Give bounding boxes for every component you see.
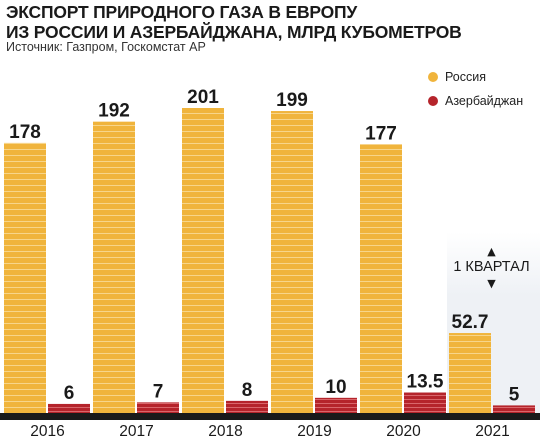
bar-russia-2019 — [271, 111, 313, 414]
x-tick-label-2021: 2021 — [475, 423, 509, 437]
chart-title: ЭКСПОРТ ПРИРОДНОГО ГАЗА В ЕВРОПУ ИЗ РОСС… — [6, 2, 462, 42]
annotation-arrow-up-icon: ▲ — [487, 245, 496, 258]
x-tick-label-2019: 2019 — [297, 423, 331, 437]
value-label-russia-2018: 201 — [187, 87, 219, 108]
bar-russia-2016 — [4, 142, 46, 413]
chart-title-line-2: ИЗ РОССИИ И АЗЕРБАЙДЖАНА, МЛРД КУБОМЕТРО… — [6, 22, 462, 42]
value-label-azerbaijan-2019: 10 — [325, 377, 346, 398]
value-label-russia-2020: 177 — [365, 123, 397, 144]
value-label-russia-2019: 199 — [276, 90, 308, 111]
x-tick-label-2020: 2020 — [386, 423, 421, 437]
legend-item-azerbaijan: Азербайджан — [428, 94, 523, 108]
bar-azerbaijan-2017 — [137, 402, 179, 413]
annotation-label: 1 КВАРТАЛ — [453, 259, 529, 275]
x-tick-label-2017: 2017 — [119, 423, 153, 437]
x-tick-label-2018: 2018 — [208, 423, 242, 437]
chart-title-line-1: ЭКСПОРТ ПРИРОДНОГО ГАЗА В ЕВРОПУ — [6, 2, 358, 22]
value-label-azerbaijan-2017: 7 — [153, 381, 164, 402]
value-label-azerbaijan-2021: 5 — [509, 384, 520, 405]
bar-azerbaijan-2016 — [48, 403, 90, 413]
x-axis-baseline — [0, 413, 540, 420]
bar-azerbaijan-2018 — [226, 400, 268, 413]
bar-azerbaijan-2020 — [404, 392, 446, 413]
legend-label-russia: Россия — [445, 70, 486, 84]
value-label-russia-2016: 178 — [9, 122, 41, 143]
value-label-azerbaijan-2018: 8 — [242, 380, 253, 401]
chart-source: Источник: Газпром, Госкомстат АР — [6, 40, 206, 54]
bar-russia-2020 — [360, 144, 402, 413]
legend-label-azerbaijan: Азербайджан — [445, 94, 524, 108]
bar-azerbaijan-2019 — [315, 397, 357, 413]
legend-swatch-azerbaijan — [428, 96, 438, 106]
value-label-russia-2021: 52.7 — [452, 312, 489, 333]
value-label-azerbaijan-2020: 13.5 — [407, 372, 444, 393]
bar-russia-2017 — [93, 121, 135, 414]
annotation-arrow-down-icon: ▼ — [487, 277, 496, 290]
x-tick-label-2016: 2016 — [30, 423, 64, 437]
bar-russia-2021 — [449, 333, 491, 413]
legend-item-russia: Россия — [428, 70, 486, 84]
legend-swatch-russia — [428, 72, 438, 82]
bar-azerbaijan-2021 — [493, 405, 535, 413]
value-label-azerbaijan-2016: 6 — [64, 383, 75, 404]
bar-russia-2018 — [182, 108, 224, 413]
value-label-russia-2017: 192 — [98, 101, 130, 122]
